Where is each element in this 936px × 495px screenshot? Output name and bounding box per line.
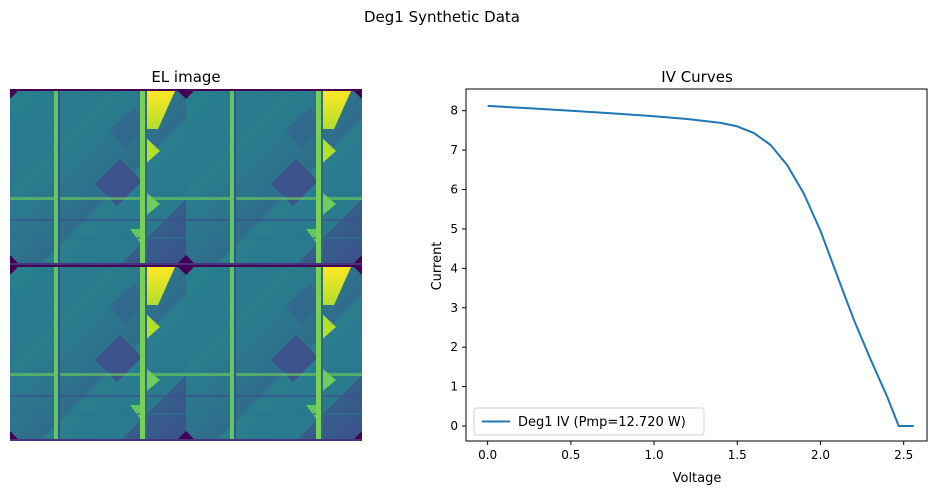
legend-box bbox=[473, 407, 705, 436]
x-tick-label: 1.5 bbox=[728, 448, 747, 462]
x-tick-label: 0.5 bbox=[561, 448, 580, 462]
x-tick-label: 2.5 bbox=[894, 448, 913, 462]
y-axis-label: Current bbox=[430, 242, 445, 291]
y-tick-label: 1 bbox=[450, 380, 458, 394]
x-axis-label: Voltage bbox=[673, 471, 722, 486]
el-image bbox=[10, 89, 362, 441]
el-image-title: EL image bbox=[151, 68, 220, 86]
y-tick-label: 4 bbox=[450, 261, 458, 275]
y-tick-label: 3 bbox=[450, 301, 458, 315]
plot-frame bbox=[465, 88, 928, 442]
x-tick-label: 2.0 bbox=[811, 448, 830, 462]
x-tick-label: 1.0 bbox=[645, 448, 664, 462]
legend-label: Deg1 IV (Pmp=12.720 W) bbox=[518, 415, 686, 430]
legend: Deg1 IV (Pmp=12.720 W) bbox=[473, 407, 705, 436]
y-tick-label: 6 bbox=[450, 183, 458, 197]
y-tick-label: 2 bbox=[450, 340, 458, 354]
y-tick-label: 8 bbox=[450, 104, 458, 118]
x-tick-label: 0.0 bbox=[478, 448, 497, 462]
y-tick-label: 5 bbox=[450, 222, 458, 236]
y-tick-label: 0 bbox=[450, 419, 458, 433]
iv-plot-area: 0.0 0.5 1.0 1.5 2.0 2.5 0 1 2 3 4 5 6 7 8 bbox=[450, 104, 914, 462]
y-tick-label: 7 bbox=[450, 143, 458, 157]
suptitle: Deg1 Synthetic Data bbox=[364, 8, 520, 26]
series-line-deg1-iv bbox=[487, 104, 914, 427]
iv-plot-title: IV Curves bbox=[661, 68, 733, 86]
